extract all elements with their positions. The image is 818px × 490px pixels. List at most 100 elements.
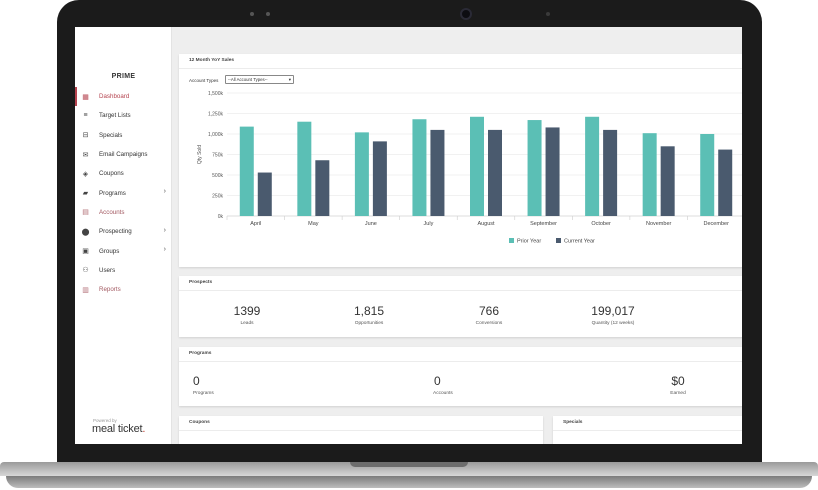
y-tick-label: 500k xyxy=(212,173,223,179)
bar-current-year xyxy=(372,141,387,216)
kpi-value: $0 xyxy=(671,374,685,388)
logo-dot: . xyxy=(142,423,146,435)
kpi-label: Conversions xyxy=(475,321,503,326)
divider xyxy=(553,430,742,431)
kpi-label: Leads xyxy=(240,321,254,326)
kpi-value: 199,017 xyxy=(591,304,635,318)
webcam xyxy=(460,8,472,20)
sensor-dot xyxy=(546,12,550,16)
sidebar-item-target-lists[interactable]: ≡ Target Lists xyxy=(75,106,172,125)
sidebar-item-label: Dashboard xyxy=(99,93,130,101)
legend-swatch xyxy=(556,238,561,243)
x-tick-label: June xyxy=(365,221,377,227)
bar-prior-year xyxy=(700,134,715,216)
sidebar-item-label: Programs xyxy=(99,189,126,197)
sidebar-item-groups[interactable]: ▣ Groups › xyxy=(75,241,172,260)
y-axis-label: Qty Sold xyxy=(197,145,203,164)
sidebar-item-label: Reports xyxy=(99,286,121,294)
account-types-label: Account Types xyxy=(189,78,219,83)
y-tick-label: 1,500k xyxy=(208,91,224,97)
specials-card: Specials xyxy=(553,416,742,444)
kpi-leads: 1399 Leads xyxy=(219,304,275,326)
kpi-label: Quantity (12 weeks) xyxy=(591,321,635,326)
bar-current-year xyxy=(315,160,330,216)
bar-current-year xyxy=(603,129,618,216)
bar-chart-icon: ▥ xyxy=(82,286,89,294)
sidebar-item-label: Users xyxy=(99,266,116,274)
kpi-value: 1399 xyxy=(233,304,261,318)
accounts-icon: ▤ xyxy=(82,209,89,217)
y-tick-label: 250k xyxy=(212,193,223,199)
programs-card: Programs 0 Programs 0 Accounts $0 Earned xyxy=(179,347,742,406)
kpi-value: 0 xyxy=(193,374,200,388)
bar-prior-year xyxy=(642,133,657,216)
prospects-card: Prospects 1399 Leads 1,815 Opportunities… xyxy=(179,276,742,337)
sidebar-item-label: Accounts xyxy=(99,208,125,216)
laptop-notch xyxy=(350,462,468,467)
coupons-card-title: Coupons xyxy=(189,420,210,425)
legend-swatch xyxy=(509,238,514,243)
meal-ticket-logo: meal ticket. xyxy=(92,423,145,435)
legend-label: Prior Year xyxy=(517,239,541,245)
kpi-label: Programs xyxy=(193,391,214,396)
x-tick-label: November xyxy=(646,221,672,227)
sidebar-item-programs[interactable]: ▰ Programs › xyxy=(75,183,172,202)
divider xyxy=(179,430,543,431)
sidebar-item-label: Prospecting xyxy=(99,228,132,236)
sidebar-item-label: Specials xyxy=(99,131,123,139)
account-types-select[interactable]: --All Account Types-- ▾ xyxy=(225,75,294,84)
bar-prior-year xyxy=(585,116,600,216)
y-tick-label: 750k xyxy=(212,152,223,158)
sidebar-item-coupons[interactable]: ◈ Coupons xyxy=(75,164,172,183)
kpi-quantity: 199,017 Quantity (12 weeks) xyxy=(575,304,651,326)
sidebar: PRIME ▦ Dashboard ≡ Target Lists ⊟ Specials ✉ E… xyxy=(75,27,172,444)
sidebar-item-users[interactable]: ⚇ Users xyxy=(75,261,172,280)
bar-prior-year xyxy=(470,116,484,216)
app-screen: PRIME ▦ Dashboard ≡ Target Lists ⊟ Specials ✉ E… xyxy=(75,27,742,444)
chevron-down-icon: ▾ xyxy=(288,77,291,82)
users-icon: ⚇ xyxy=(82,267,89,275)
sidebar-item-dashboard[interactable]: ▦ Dashboard xyxy=(75,87,172,107)
sidebar-item-label: Email Campaigns xyxy=(99,151,148,159)
programs-card-title: Programs xyxy=(189,351,212,356)
kpi-label: Earned xyxy=(670,391,686,396)
logo-word-ticket: ticket xyxy=(117,423,143,435)
divider xyxy=(179,68,742,69)
sidebar-item-reports[interactable]: ▥ Reports xyxy=(75,280,172,299)
sales-card: 12 Month YoY Sales Account Types --All A… xyxy=(179,54,742,267)
sidebar-item-specials[interactable]: ⊟ Specials xyxy=(75,126,172,145)
sidebar-item-prospecting[interactable]: ⬤ Prospecting › xyxy=(75,222,172,241)
divider xyxy=(179,361,742,362)
logo-word-meal: meal xyxy=(92,423,116,435)
bar-current-year xyxy=(545,127,560,216)
specials-card-title: Specials xyxy=(563,420,583,425)
y-tick-label: 1,250k xyxy=(208,111,224,117)
list-icon: ≡ xyxy=(83,112,88,120)
chevron-right-icon: › xyxy=(163,246,166,254)
divider xyxy=(179,290,742,291)
brand-title: PRIME xyxy=(111,73,136,80)
bar-prior-year xyxy=(297,121,312,216)
groups-icon: ▣ xyxy=(82,248,89,256)
sidebar-item-email-campaigns[interactable]: ✉ Email Campaigns xyxy=(75,145,172,164)
bar-current-year xyxy=(660,146,675,216)
account-types-value: --All Account Types-- xyxy=(228,77,268,82)
kpi-earned: $0 Earned xyxy=(663,374,693,396)
bar-prior-year xyxy=(239,126,254,216)
kpi-label: Accounts xyxy=(433,391,453,396)
x-tick-label: April xyxy=(250,221,261,227)
kpi-accounts: 0 Accounts xyxy=(433,374,473,396)
briefcase-icon: ▰ xyxy=(82,190,89,198)
sidebar-item-accounts[interactable]: ▤ Accounts xyxy=(75,203,172,222)
kpi-conversions: 766 Conversions xyxy=(459,304,519,326)
x-tick-label: July xyxy=(424,221,434,227)
kpi-opportunities: 1,815 Opportunities xyxy=(339,304,399,326)
dashboard-icon: ▦ xyxy=(82,93,89,101)
kpi-label: Opportunities xyxy=(354,321,384,326)
sidebar-item-label: Target Lists xyxy=(99,112,131,120)
bar-prior-year xyxy=(412,119,427,216)
x-tick-label: May xyxy=(308,221,319,227)
bar-current-year xyxy=(718,149,733,216)
email-icon: ✉ xyxy=(82,151,89,159)
